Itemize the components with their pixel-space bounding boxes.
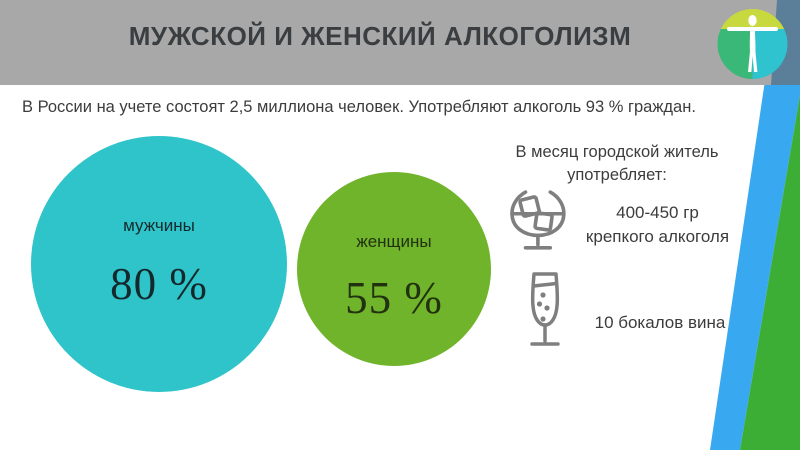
vitruvian-man-logo-icon (717, 9, 788, 79)
liquor-glass-icon (510, 190, 566, 250)
consumption-item-wine: 10 бокалов вина (565, 311, 755, 335)
bubble-women-label: женщины (356, 232, 432, 251)
corner-wedge-green (740, 95, 800, 450)
consumption-heading: В месяц городской житель употребляет: (515, 143, 719, 184)
bubble-women-value: 55 % (345, 273, 443, 323)
liquor-kind: крепкого алкоголя (585, 227, 730, 246)
bubble-men-value: 80 % (110, 259, 208, 309)
bubble-men-label: мужчины (123, 216, 195, 235)
wine-amount: 10 бокалов вина (594, 313, 726, 332)
liquor-amount: 400-450 гр (616, 203, 699, 222)
header-bar (0, 0, 800, 85)
human-figure (727, 15, 778, 72)
consumption-item-liquor: 400-450 гр крепкого алкоголя (560, 201, 755, 249)
diagonal-stripe-blue (710, 0, 800, 450)
bubble-women: женщины 55 % (297, 172, 491, 366)
slide-title: МУЖСКОЙ И ЖЕНСКИЙ АЛКОГОЛИЗМ (128, 21, 632, 51)
wine-flute-icon (530, 272, 560, 346)
intro-text: В России на учете состоят 2,5 миллиона ч… (22, 98, 696, 116)
bubble-men: мужчины 80 % (31, 136, 287, 392)
